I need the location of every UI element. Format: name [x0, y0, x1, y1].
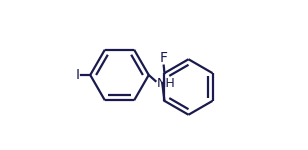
Text: F: F: [160, 51, 168, 65]
Text: NH: NH: [157, 77, 176, 90]
Text: I: I: [75, 68, 79, 82]
